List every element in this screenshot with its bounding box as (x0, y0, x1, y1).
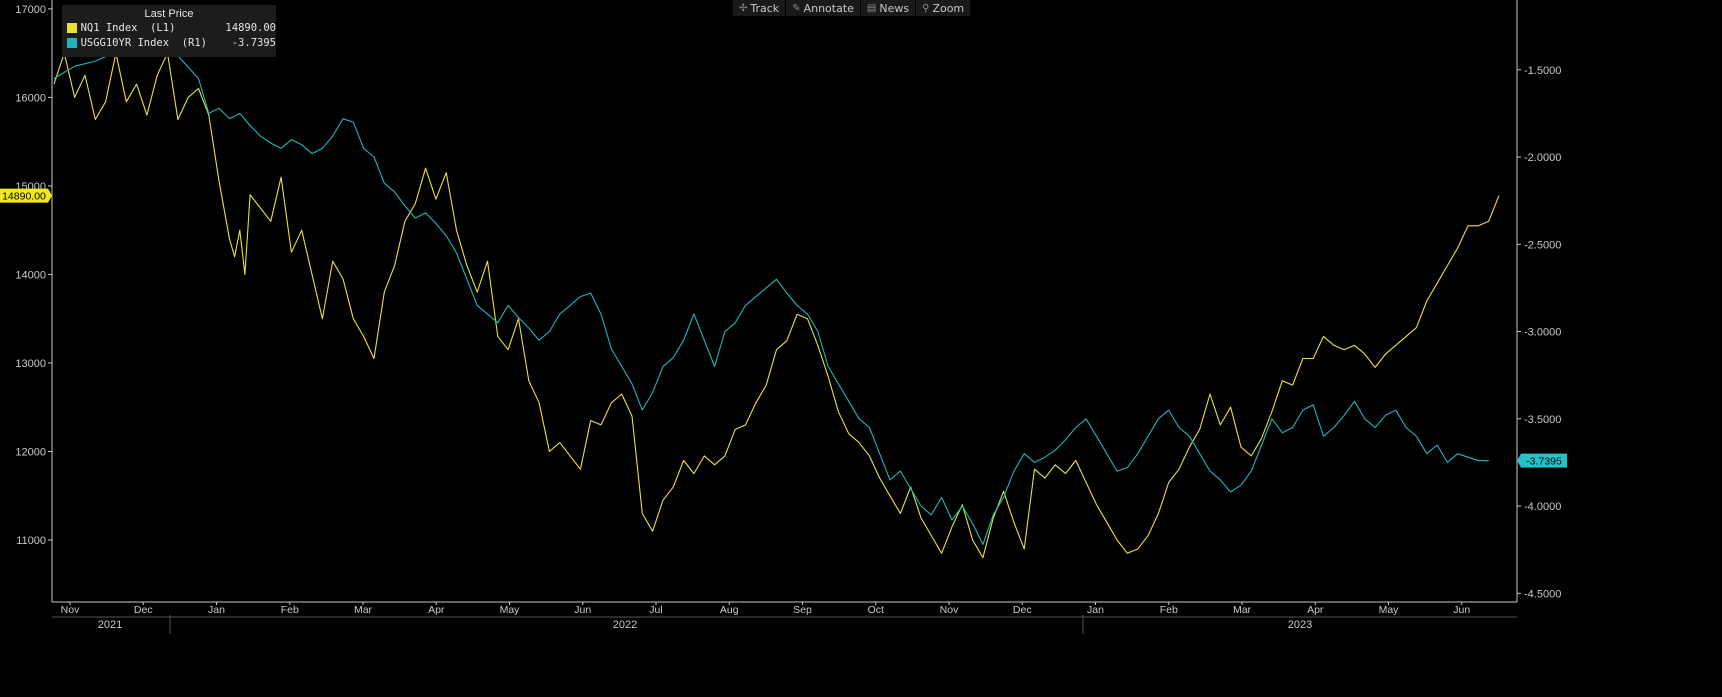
legend-series-value: 14890.00 (224, 22, 276, 34)
x-tick-label: Dec (134, 604, 153, 616)
x-tick-label: May (500, 604, 521, 616)
annotate-label: Annotate (804, 2, 854, 15)
legend-row[interactable]: USGG10YR Index (R1) -3.7395 (62, 35, 276, 50)
x-tick-label: Feb (281, 604, 299, 616)
news-icon: ▤ (867, 3, 876, 14)
zoom-label: Zoom (932, 2, 964, 15)
x-tick-label: Oct (868, 604, 884, 616)
legend-series-value: -3.7395 (224, 37, 276, 49)
crosshair-icon: ✣ (739, 3, 747, 14)
x-tick-label: Mar (1233, 604, 1252, 616)
chart-toolbar: ✣ Track ✎ Annotate ▤ News ⚲ Zoom (733, 0, 971, 16)
x-tick-label: Jan (208, 604, 225, 616)
year-label: 2021 (98, 619, 122, 631)
x-tick-label: Nov (940, 604, 959, 616)
left-tick-label: 11000 (16, 535, 46, 547)
left-tick-label: 16000 (15, 92, 46, 104)
x-tick-label: Jun (574, 604, 591, 616)
year-label: 2023 (1288, 619, 1312, 631)
right-tick-label: -3.0000 (1524, 327, 1561, 339)
x-tick-label: Nov (61, 604, 80, 616)
right-tick-label: -3.5000 (1524, 414, 1561, 426)
legend: Last Price NQ1 Index (L1) 14890.00 USGG1… (62, 5, 276, 57)
right-tick-label: -4.0000 (1524, 501, 1561, 513)
legend-series-name: NQ1 Index (L1) (81, 22, 225, 34)
legend-swatch (67, 23, 77, 33)
pencil-icon: ✎ (792, 3, 800, 14)
last-price-label-left: 14890.00 (2, 191, 46, 203)
x-tick-label: Apr (1307, 604, 1324, 616)
zoom-button[interactable]: ⚲ Zoom (916, 0, 971, 16)
year-label: 2022 (613, 619, 637, 631)
right-tick-label: -2.5000 (1524, 239, 1561, 251)
x-tick-label: Sep (793, 604, 812, 616)
x-tick-label: Aug (720, 604, 739, 616)
legend-swatch (67, 38, 77, 48)
left-tick-label: 17000 (15, 4, 46, 16)
magnifier-icon: ⚲ (922, 3, 929, 14)
left-tick-label: 13000 (15, 358, 46, 370)
track-label: Track (750, 2, 779, 15)
news-button[interactable]: ▤ News (861, 0, 916, 16)
last-price-label-right: -3.7395 (1526, 456, 1562, 468)
x-tick-label: Jun (1453, 604, 1470, 616)
right-tick-label: -1.5000 (1524, 65, 1561, 77)
legend-row[interactable]: NQ1 Index (L1) 14890.00 (62, 20, 276, 35)
x-tick-label: May (1379, 604, 1400, 616)
annotate-button[interactable]: ✎ Annotate (786, 0, 861, 16)
right-tick-label: -4.5000 (1524, 588, 1561, 600)
news-label: News (879, 2, 909, 15)
x-tick-label: Jan (1087, 604, 1104, 616)
right-tick-label: -2.0000 (1524, 152, 1561, 164)
x-tick-label: Feb (1160, 604, 1178, 616)
x-tick-label: Mar (354, 604, 373, 616)
x-tick-label: Dec (1013, 604, 1032, 616)
left-tick-label: 14000 (15, 269, 46, 281)
x-tick-label: Apr (428, 604, 445, 616)
x-tick-label: Jul (649, 604, 662, 616)
left-tick-label: 12000 (15, 447, 46, 459)
track-button[interactable]: ✣ Track (733, 0, 786, 16)
legend-title: Last Price (62, 8, 276, 20)
legend-series-name: USGG10YR Index (R1) (81, 37, 225, 49)
